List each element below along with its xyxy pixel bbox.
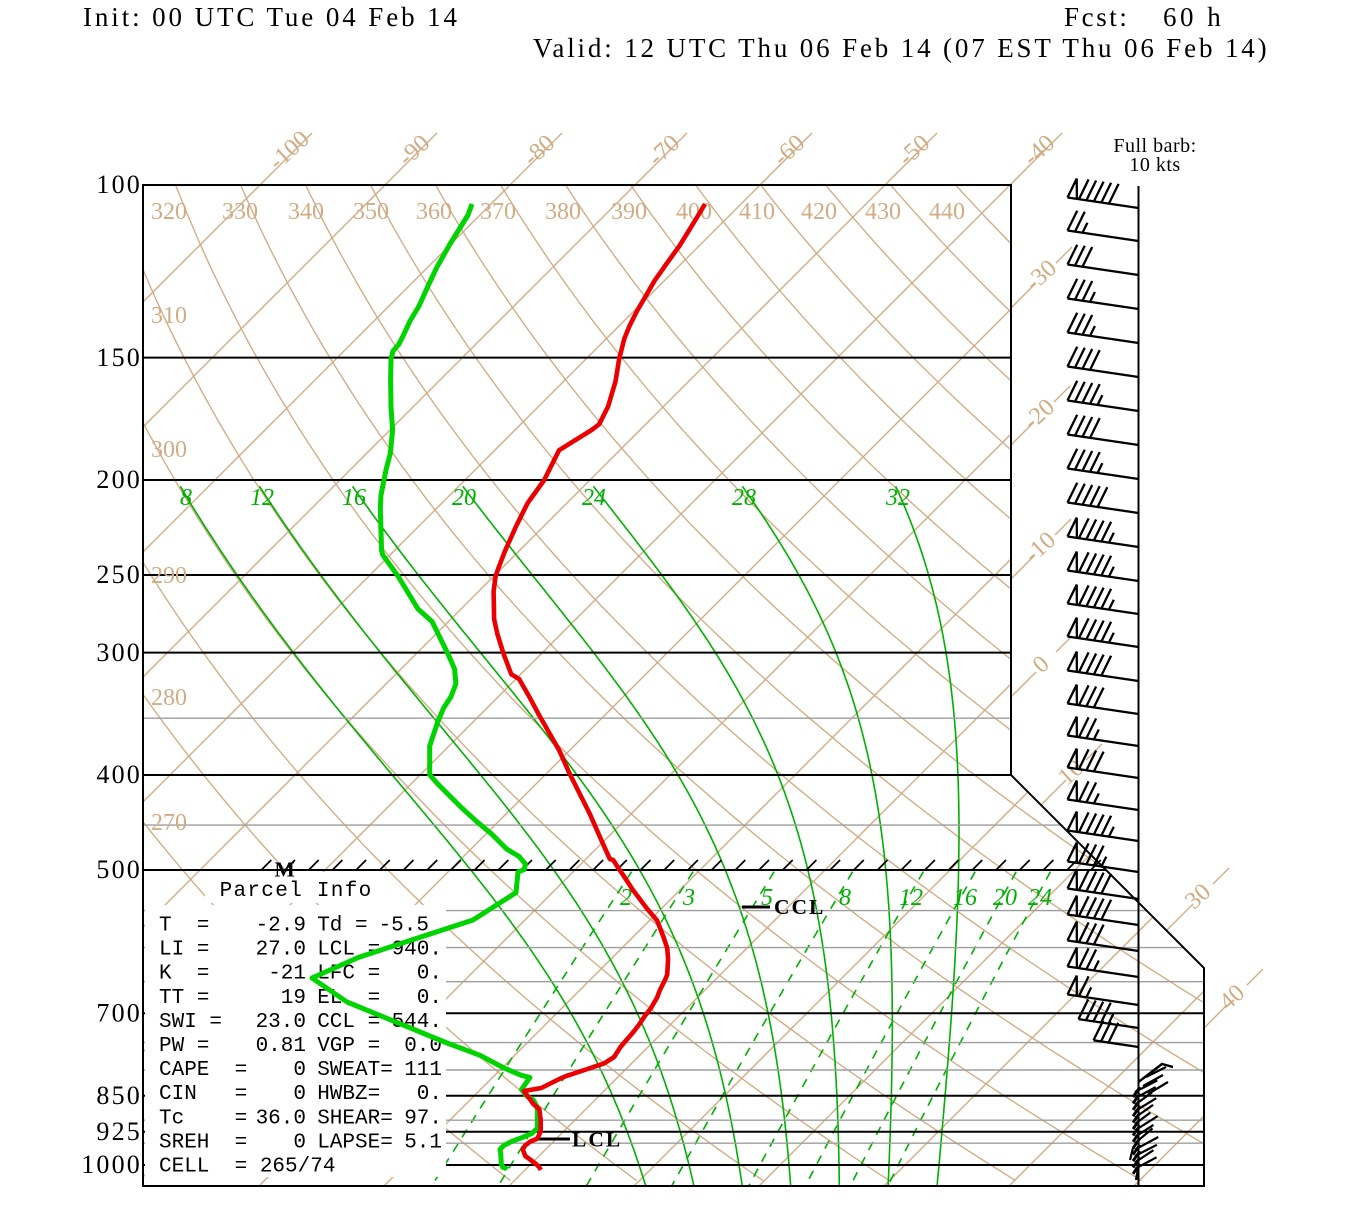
svg-text:0: 0 [293,1059,306,1082]
svg-text:CIN =: CIN = [159,1083,247,1106]
svg-text:CCL =: CCL = [317,1011,380,1034]
svg-text:Fcst:: Fcst: [1064,2,1130,32]
svg-text:0: 0 [293,1083,306,1106]
svg-text:350: 350 [353,199,389,225]
svg-text:LI =: LI = [159,939,209,962]
svg-text:12: 12 [899,885,923,911]
svg-text:23.0: 23.0 [256,1011,306,1034]
svg-text:280: 280 [151,685,187,711]
svg-text:28: 28 [732,485,756,511]
svg-text:Tc =: Tc = [159,1107,247,1130]
svg-text:20: 20 [993,885,1017,911]
svg-text:440: 440 [929,199,965,225]
svg-text:0.: 0. [417,963,442,986]
svg-text:32: 32 [885,485,910,511]
svg-text:111: 111 [404,1059,442,1082]
svg-text:1000: 1000 [81,1150,142,1179]
svg-text:8: 8 [180,485,192,511]
svg-text:370: 370 [480,199,516,225]
svg-text:0.: 0. [417,987,442,1010]
svg-text:380: 380 [545,199,581,225]
svg-text:850: 850 [96,1081,142,1110]
svg-text:0.0: 0.0 [404,1035,442,1058]
svg-text:925: 925 [96,1117,142,1146]
svg-text:20: 20 [452,485,476,511]
svg-text:LCL: LCL [572,1128,622,1152]
svg-text:97.: 97. [404,1107,442,1130]
svg-text:T =: T = [159,915,209,938]
svg-text:60 h: 60 h [1163,2,1224,32]
svg-text:340: 340 [288,199,324,225]
svg-text:27.0: 27.0 [256,939,306,962]
svg-text:-2.9: -2.9 [256,915,306,938]
svg-text:270: 270 [151,810,187,836]
svg-text:430: 430 [865,199,901,225]
svg-text:LAPSE=: LAPSE= [317,1131,393,1154]
svg-text:8: 8 [839,885,851,911]
svg-text:0.: 0. [417,1083,442,1106]
svg-text:0.81: 0.81 [256,1035,306,1058]
svg-text:HWBZ=: HWBZ= [317,1083,380,1106]
svg-text:5.1: 5.1 [404,1131,442,1154]
svg-text:36.0: 36.0 [256,1107,306,1130]
svg-text:-21: -21 [268,963,306,986]
svg-text:300: 300 [151,437,187,463]
svg-text:400: 400 [96,760,142,789]
svg-text:SWEAT=: SWEAT= [317,1059,393,1082]
svg-text:500: 500 [96,855,142,884]
svg-text:PW =: PW = [159,1035,209,1058]
svg-text:SWI =: SWI = [159,1011,222,1034]
svg-text:Full barb:: Full barb: [1113,135,1196,157]
svg-text:100: 100 [96,170,142,199]
svg-text:Valid: 12 UTC Thu 06 Feb 14 (0: Valid: 12 UTC Thu 06 Feb 14 (07 EST Thu … [533,33,1270,63]
svg-text:250: 250 [96,560,142,589]
svg-text:700: 700 [96,998,142,1027]
svg-text:3: 3 [682,885,695,911]
svg-text:320: 320 [151,199,187,225]
svg-text:2: 2 [620,885,632,911]
svg-text:300: 300 [96,638,142,667]
svg-text:390: 390 [611,199,647,225]
svg-text:410: 410 [739,199,775,225]
svg-text:19: 19 [281,987,306,1010]
svg-text:330: 330 [222,199,258,225]
svg-text:360: 360 [416,199,452,225]
svg-text:150: 150 [96,343,142,372]
svg-text:Init: 00 UTC Tue 04 Feb 14: Init: 00 UTC Tue 04 Feb 14 [83,2,460,32]
svg-text:290: 290 [151,563,187,589]
svg-text:K =: K = [159,963,209,986]
svg-text:200: 200 [96,465,142,494]
svg-text:10 kts: 10 kts [1129,154,1180,176]
svg-text:420: 420 [801,199,837,225]
svg-text:TT =: TT = [159,987,209,1010]
svg-text:16: 16 [953,885,977,911]
svg-text:310: 310 [151,303,187,329]
svg-text:5: 5 [761,885,773,911]
svg-text:CAPE =: CAPE = [159,1059,247,1082]
svg-text:544.: 544. [392,1011,442,1034]
svg-text:Parcel Info: Parcel Info [220,880,373,903]
svg-text:LCL =: LCL = [317,939,380,962]
svg-text:VGP =: VGP = [317,1035,380,1058]
svg-text:24: 24 [1028,885,1052,911]
svg-text:Td =: Td = [317,915,367,938]
svg-text:16: 16 [342,485,366,511]
svg-text:SREH =: SREH = [159,1131,247,1154]
svg-text:M: M [275,858,295,882]
svg-text:24: 24 [582,485,606,511]
svg-text:CCL: CCL [774,895,825,919]
svg-text:12: 12 [250,485,274,511]
svg-text:-5.5: -5.5 [379,915,429,938]
svg-text:0: 0 [293,1131,306,1154]
svg-text:SHEAR=: SHEAR= [317,1107,393,1130]
svg-text:CELL = 265/74: CELL = 265/74 [159,1156,335,1179]
